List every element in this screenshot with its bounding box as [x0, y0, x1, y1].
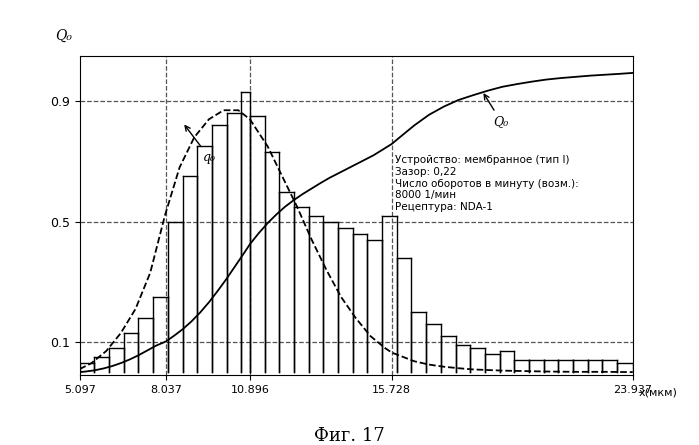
Text: Q₀: Q₀	[484, 94, 509, 128]
Text: q₀: q₀	[185, 126, 216, 164]
Text: Q₀: Q₀	[55, 29, 72, 43]
Text: x(мкм): x(мкм)	[638, 388, 677, 398]
Text: Фиг. 17: Фиг. 17	[314, 427, 385, 445]
Text: Устройство: мембранное (тип I)
Зазор: 0,22
Число оборотов в минуту (возм.):
8000: Устройство: мембранное (тип I) Зазор: 0,…	[396, 155, 579, 212]
